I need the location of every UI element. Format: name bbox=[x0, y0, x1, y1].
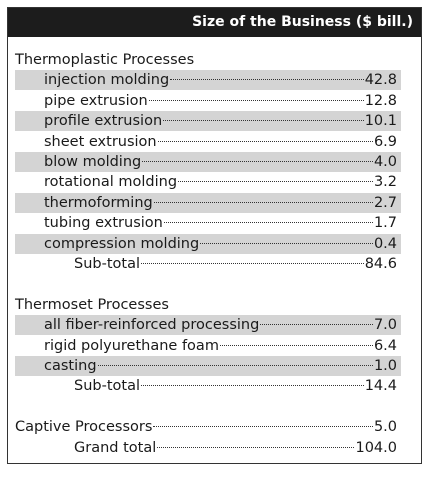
leader bbox=[163, 120, 364, 122]
row-label: Grand total bbox=[74, 439, 157, 456]
row-value: 6.4 bbox=[373, 337, 397, 354]
row-label: rigid polyurethane foam bbox=[44, 337, 219, 354]
leader bbox=[219, 344, 373, 346]
row-label: rotational molding bbox=[44, 174, 178, 191]
row-value: 1.7 bbox=[373, 215, 397, 232]
row-label: tubing extrusion bbox=[44, 215, 163, 232]
data-row: sheet extrusion 6.9 bbox=[15, 132, 401, 152]
row-value: 104.0 bbox=[355, 439, 397, 456]
row-value: 0.4 bbox=[373, 235, 397, 252]
leader bbox=[153, 201, 373, 203]
row-value: 14.4 bbox=[364, 378, 397, 395]
subtotal-row: Sub-total 14.4 bbox=[15, 376, 401, 396]
data-row: rigid polyurethane foam 6.4 bbox=[15, 336, 401, 356]
row-label: Captive Processors bbox=[15, 419, 153, 436]
leader bbox=[170, 79, 364, 81]
row-label: sheet extrusion bbox=[44, 133, 157, 150]
data-row: compression molding 0.4 bbox=[15, 233, 401, 254]
data-row: pipe extrusion 12.8 bbox=[15, 91, 401, 111]
row-value: 6.9 bbox=[373, 133, 397, 150]
row-label: compression molding bbox=[44, 235, 200, 252]
table: Size of the Business ($ bill.) Thermopla… bbox=[7, 7, 422, 464]
leader bbox=[163, 222, 373, 224]
row-value: 1.0 bbox=[373, 358, 397, 374]
leader bbox=[260, 324, 373, 326]
row-value: 3.2 bbox=[373, 174, 397, 191]
grand-total-row: Grand total 104.0 bbox=[15, 438, 401, 458]
header-title: Size of the Business ($ bill.) bbox=[8, 8, 421, 37]
leader bbox=[141, 385, 364, 387]
section-title: Thermoplastic Processes bbox=[15, 52, 195, 68]
captive-row: Captive Processors 5.0 bbox=[15, 417, 401, 437]
row-value: 10.1 bbox=[364, 113, 397, 130]
row-value: 7.0 bbox=[373, 317, 397, 334]
data-row: injection molding 42.8 bbox=[15, 70, 401, 91]
leader bbox=[97, 365, 373, 366]
data-row: all fiber-reinforced processing 7.0 bbox=[15, 315, 401, 336]
leader bbox=[200, 242, 373, 244]
row-label: all fiber-reinforced processing bbox=[44, 317, 260, 334]
data-row: tubing extrusion 1.7 bbox=[15, 213, 401, 233]
row-value: 12.8 bbox=[364, 92, 397, 109]
subtotal-row: Sub-total 84.6 bbox=[15, 254, 401, 274]
section-title: Thermoset Processes bbox=[15, 296, 169, 313]
leader bbox=[153, 426, 373, 428]
row-label: Sub-total bbox=[74, 378, 140, 395]
data-row: casting 1.0 bbox=[15, 356, 401, 376]
leader bbox=[148, 99, 364, 101]
leader bbox=[141, 263, 364, 264]
leader bbox=[157, 446, 355, 448]
data-row: rotational molding 3.2 bbox=[15, 172, 401, 192]
leader bbox=[178, 181, 373, 183]
row-label: profile extrusion bbox=[44, 113, 163, 130]
row-label: injection molding bbox=[44, 72, 170, 89]
row-label: thermoforming bbox=[44, 194, 153, 211]
row-label: Sub-total bbox=[74, 256, 140, 272]
data-row: thermoforming 2.7 bbox=[15, 192, 401, 213]
row-label: pipe extrusion bbox=[44, 92, 148, 109]
row-value: 2.7 bbox=[373, 194, 397, 211]
row-value: 4.0 bbox=[373, 154, 397, 170]
leader bbox=[157, 140, 373, 142]
row-value: 42.8 bbox=[364, 72, 397, 89]
row-label: blow molding bbox=[44, 154, 142, 170]
row-label: casting bbox=[44, 358, 97, 374]
leader bbox=[142, 161, 373, 162]
data-row: blow molding 4.0 bbox=[15, 152, 401, 172]
data-row: profile extrusion 10.1 bbox=[15, 111, 401, 132]
row-value: 5.0 bbox=[373, 419, 397, 436]
row-value: 84.6 bbox=[364, 256, 397, 272]
